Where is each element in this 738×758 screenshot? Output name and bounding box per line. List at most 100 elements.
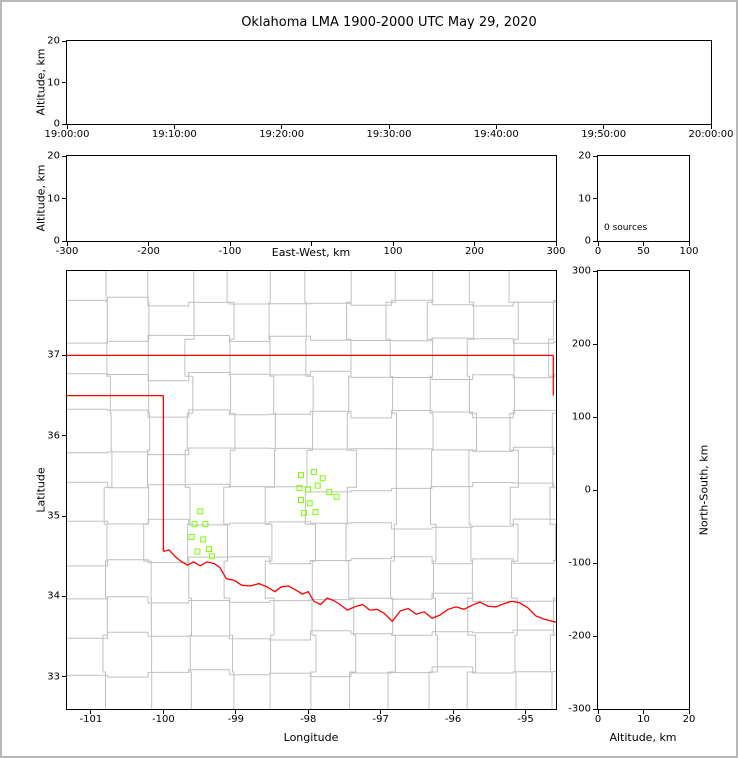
- tick-mark: [380, 710, 382, 714]
- tick-label: 100: [383, 246, 403, 257]
- tick-mark: [593, 155, 597, 157]
- tick-mark: [710, 125, 712, 129]
- tick-label: 0: [594, 246, 602, 257]
- tick-label: -96: [444, 714, 462, 725]
- tick-label: -300: [568, 703, 591, 715]
- tick-label: -300: [55, 246, 79, 257]
- tick-label: 33: [47, 671, 60, 683]
- tick-label: 20: [47, 35, 60, 47]
- lma-source-point: [314, 482, 321, 489]
- lma-source-point: [200, 536, 207, 543]
- tick-label: -99: [227, 714, 244, 725]
- tick-mark: [62, 240, 66, 242]
- lma-source-point: [333, 493, 340, 500]
- tick-mark: [62, 676, 66, 678]
- tick-label: 0: [53, 118, 60, 130]
- tick-label: -200: [568, 630, 591, 642]
- plan-view-panel: -101 -100 -99 -98 -97 -96 -95 33 34 35 36 37: [47, 270, 557, 725]
- tick-mark: [62, 515, 66, 517]
- lma-source-point: [296, 485, 303, 491]
- tick-mark: [474, 242, 475, 246]
- tick-label: 19:20:00: [259, 129, 305, 140]
- tick-mark: [90, 710, 92, 714]
- tick-label: 50: [637, 246, 650, 257]
- tick-mark: [388, 125, 390, 129]
- tick-mark: [162, 710, 164, 714]
- tick-label: 0: [53, 235, 60, 247]
- tick-label: 34: [47, 590, 60, 602]
- tick-mark: [688, 710, 690, 714]
- tick-mark: [688, 242, 690, 246]
- north-south-height-ylabel: North-South, km: [697, 444, 711, 536]
- tick-mark: [307, 710, 309, 714]
- tick-mark: [235, 710, 237, 714]
- state-border: [67, 354, 556, 623]
- tick-label: 10: [47, 193, 60, 204]
- tick-label: 100: [571, 411, 591, 423]
- tick-label: -100: [568, 557, 591, 569]
- tick-label: 19:30:00: [366, 129, 412, 140]
- tick-mark: [281, 125, 283, 129]
- tick-label: 0: [584, 235, 591, 247]
- tick-mark: [593, 635, 597, 637]
- east-west-height-xlabel: East-West, km: [271, 246, 351, 259]
- tick-label: 0: [594, 714, 602, 725]
- tick-mark: [593, 198, 597, 199]
- tick-mark: [62, 123, 66, 125]
- lma-source-point: [298, 497, 304, 503]
- tick-label: 10: [637, 714, 650, 725]
- tick-mark: [62, 595, 66, 597]
- tick-mark: [593, 270, 597, 272]
- tick-mark: [603, 125, 605, 129]
- tick-mark: [311, 242, 312, 246]
- tick-mark: [229, 242, 231, 246]
- tick-mark: [452, 710, 454, 714]
- lma-sources: [188, 468, 340, 560]
- tick-label: -100: [218, 246, 242, 257]
- tick-mark: [593, 343, 597, 345]
- tick-mark: [66, 125, 68, 129]
- tick-mark: [66, 242, 68, 246]
- lma-source-point: [197, 508, 204, 515]
- tick-mark: [62, 198, 66, 199]
- tick-mark: [495, 125, 497, 129]
- tick-label: 200: [464, 246, 485, 257]
- lma-source-point: [194, 548, 201, 555]
- source-histogram-panel: 0 sources 0 50 100 0 10 20: [578, 151, 698, 258]
- source-count-label: 0 sources: [604, 223, 648, 233]
- tick-mark: [148, 242, 149, 246]
- tick-label: 200: [571, 338, 591, 350]
- tick-mark: [593, 240, 597, 242]
- tick-label: 20: [682, 714, 696, 725]
- tick-mark: [597, 710, 599, 714]
- north-south-height-panel: 0 10 20 -300 -200 -100 0 100 200 300: [568, 266, 695, 726]
- tick-label: 36: [47, 430, 60, 442]
- lma-source-point: [311, 468, 317, 475]
- lma-source-point: [202, 521, 209, 528]
- tick-label: 37: [47, 349, 60, 361]
- county-lines: [67, 271, 556, 709]
- tick-label: 20:00:00: [688, 129, 734, 140]
- plan-view-xlabel: Longitude: [283, 731, 339, 744]
- tick-label: 10: [47, 77, 60, 88]
- tick-mark: [643, 242, 644, 246]
- time-height-ylabel: Altitude, km: [34, 48, 48, 116]
- tick-mark: [643, 710, 644, 714]
- tick-mark: [593, 416, 597, 418]
- tick-label: 100: [679, 246, 699, 257]
- lma-source-point: [208, 553, 215, 560]
- oklahoma-county-map: [67, 271, 556, 709]
- tick-label: 20: [578, 150, 591, 162]
- lma-source-point: [206, 546, 212, 553]
- time-height-panel: 19:00:00 19:10:00 19:20:00 19:30:00 19:40:00…: [45, 36, 734, 141]
- lma-source-point: [312, 509, 319, 516]
- north-south-height-xlabel: Altitude, km: [609, 731, 677, 744]
- lma-source-point: [188, 534, 195, 540]
- tick-mark: [62, 82, 66, 83]
- tick-label: 19:40:00: [473, 129, 519, 140]
- tick-mark: [593, 489, 597, 491]
- lma-source-point: [326, 489, 333, 495]
- tick-label: 10: [578, 193, 591, 204]
- tick-label: -97: [372, 714, 389, 725]
